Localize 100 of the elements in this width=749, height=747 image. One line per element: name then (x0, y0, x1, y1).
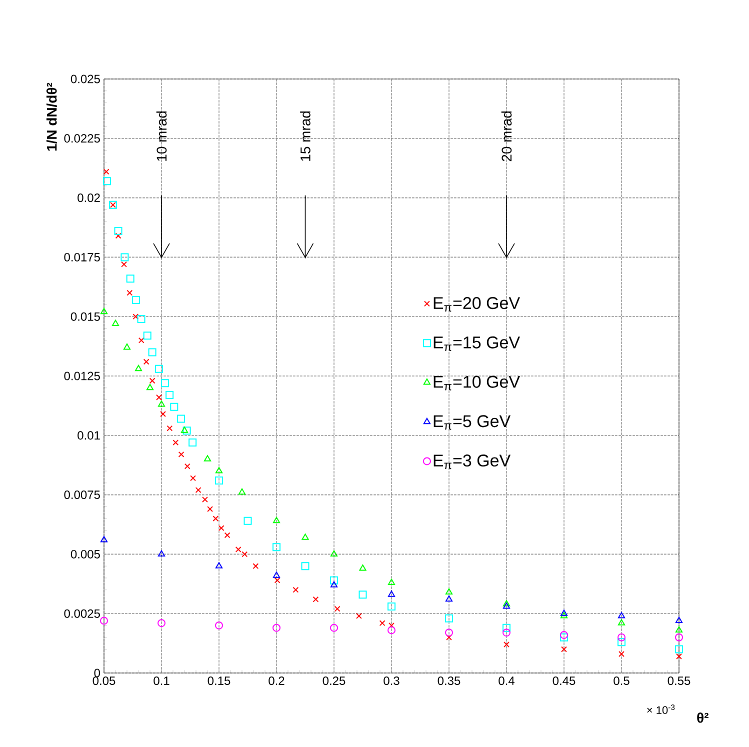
ref-line-label: 15 mrad (300, 111, 310, 161)
point (166, 425, 173, 432)
point (143, 358, 150, 365)
point (115, 232, 122, 239)
point (445, 614, 454, 622)
point (272, 543, 281, 552)
point (334, 606, 340, 612)
point (330, 550, 338, 556)
point (560, 610, 568, 616)
point (172, 440, 179, 446)
y-tick-label: 0.025 (70, 74, 100, 84)
x-tick-label: 0.45 (552, 676, 576, 686)
point (504, 642, 510, 648)
point (100, 308, 108, 314)
point (675, 645, 684, 654)
point (138, 337, 144, 344)
point (618, 612, 626, 618)
point (502, 624, 511, 632)
point (359, 564, 366, 571)
y-tick-label: 0.02 (78, 194, 100, 202)
point (244, 516, 252, 525)
point (184, 463, 190, 470)
point (388, 622, 394, 628)
y-axis-title: 1/N dN/dθ² (46, 82, 57, 151)
point (160, 411, 166, 417)
point (114, 227, 122, 236)
point (272, 624, 281, 632)
point (242, 551, 248, 558)
x-tick-label: 0.15 (208, 676, 230, 686)
ref-line-label: 10 mrad (156, 111, 167, 161)
y-tick-label: 0.005 (70, 550, 100, 558)
point (618, 651, 624, 657)
x-tick-label: 0.55 (668, 676, 690, 686)
point (388, 578, 396, 585)
point (182, 426, 191, 435)
y-tick-label: 0 (94, 668, 100, 678)
point (274, 577, 280, 584)
point (207, 506, 214, 512)
point (132, 314, 139, 320)
y-tick-label: 0.0175 (64, 252, 100, 262)
point (330, 581, 338, 588)
point (561, 646, 567, 652)
point (190, 475, 196, 482)
point (148, 348, 156, 356)
point (215, 467, 223, 474)
y-tick-label: 0.0075 (64, 490, 100, 500)
legend-label: E$_{π}$=3 GeV (434, 454, 511, 470)
ref-line-label: 20 mrad (501, 111, 512, 162)
point (103, 168, 110, 175)
point (160, 379, 169, 388)
point (120, 253, 129, 262)
point (445, 588, 453, 594)
point (675, 626, 683, 632)
point (445, 595, 453, 602)
point (618, 638, 626, 646)
legend-label: E$_{π}$=10 GeV (434, 376, 520, 390)
x-tick-label: 0.25 (322, 676, 346, 686)
point (212, 516, 219, 522)
point (675, 633, 684, 642)
y-tick-label: 0.0025 (64, 609, 100, 618)
point (178, 451, 184, 458)
point (158, 400, 166, 407)
point (126, 274, 134, 283)
point (102, 177, 111, 186)
point (202, 496, 208, 503)
point (560, 633, 568, 642)
point (158, 619, 166, 628)
point (272, 572, 280, 578)
point (379, 620, 386, 626)
point (156, 394, 162, 400)
point (195, 487, 202, 494)
point (177, 414, 186, 423)
point (502, 628, 511, 637)
point (312, 596, 319, 602)
point (188, 438, 197, 447)
point (215, 562, 223, 568)
point (218, 525, 224, 532)
point (618, 619, 626, 626)
point (100, 536, 108, 542)
point (134, 364, 142, 372)
point (180, 426, 188, 433)
point (676, 653, 682, 660)
point (146, 384, 154, 390)
point (121, 261, 127, 268)
point (238, 488, 246, 495)
point (204, 455, 212, 462)
point (224, 532, 230, 538)
point (215, 476, 224, 485)
x-tick-label: 0.5 (614, 676, 630, 686)
point (126, 290, 133, 296)
point (358, 590, 367, 599)
point (143, 332, 152, 340)
point (132, 296, 140, 304)
point (215, 621, 224, 630)
y-tick-label: 0.0125 (64, 372, 100, 380)
point (292, 586, 299, 593)
point (170, 402, 178, 411)
point (330, 624, 338, 632)
point (618, 633, 626, 642)
point (356, 613, 362, 619)
